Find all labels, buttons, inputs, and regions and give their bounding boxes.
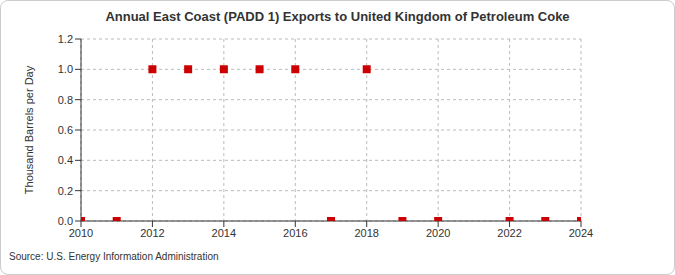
svg-text:2022: 2022 [497, 227, 521, 239]
svg-text:2020: 2020 [426, 227, 450, 239]
svg-text:2010: 2010 [69, 227, 93, 239]
svg-text:2018: 2018 [354, 227, 378, 239]
svg-text:0.8: 0.8 [58, 94, 73, 106]
svg-text:0.6: 0.6 [58, 124, 73, 136]
svg-text:2024: 2024 [569, 227, 593, 239]
svg-text:0.0: 0.0 [58, 215, 73, 227]
svg-text:1.2: 1.2 [58, 33, 73, 45]
svg-text:2014: 2014 [212, 227, 236, 239]
svg-text:0.2: 0.2 [58, 185, 73, 197]
html-text:Annual East Coast (PADD 1) Exp: Annual East Coast (PADD 1) Exports to Un… [105, 9, 570, 24]
svg-text:2016: 2016 [283, 227, 307, 239]
svg-text:Thousand Barrels per Day: Thousand Barrels per Day [23, 65, 35, 194]
svg-text:0.4: 0.4 [58, 154, 73, 166]
svg-text:1.0: 1.0 [58, 63, 73, 75]
html-text:Source: U.S. Energy Informatio: Source: U.S. Energy Information Administ… [9, 251, 219, 262]
svg-text:2012: 2012 [140, 227, 164, 239]
